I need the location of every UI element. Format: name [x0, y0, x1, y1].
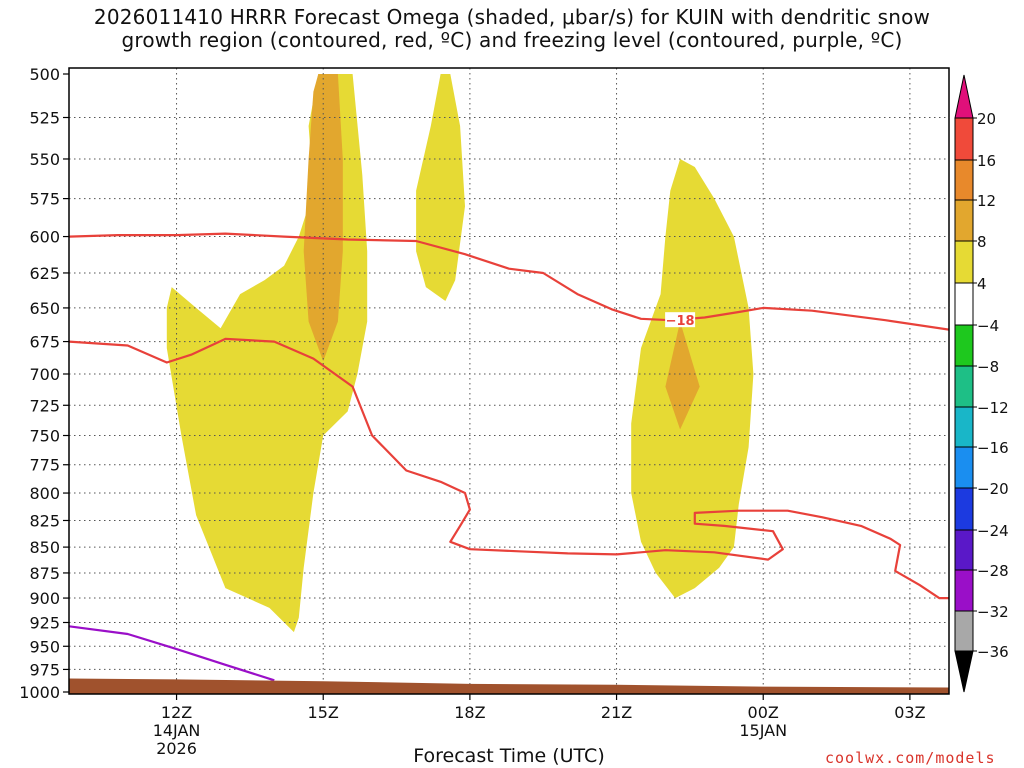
- chart-title: 2026011410 HRRR Forecast Omega (shaded, …: [0, 6, 1024, 52]
- colorbar-tick-label: 8: [977, 233, 987, 251]
- omega-orange-a: [303, 74, 343, 362]
- terrain-fill: [69, 678, 949, 694]
- x-axis-label: Forecast Time (UTC): [413, 745, 604, 767]
- colorbar-tick-label: 16: [977, 152, 996, 170]
- colorbar-tick-label: 20: [977, 110, 996, 128]
- colorbar-bin: [954, 199, 974, 242]
- colorbar-tick-label: 12: [977, 192, 996, 210]
- y-tick-label: 525: [29, 109, 60, 128]
- colorbar-tick-label: −24: [977, 522, 1009, 540]
- colorbar-tick-label: 4: [977, 275, 987, 293]
- colorbar-bin: [954, 446, 974, 489]
- colorbar-tick-label: −8: [977, 358, 999, 376]
- y-tick-label: 875: [29, 564, 60, 583]
- chart-title-line2: growth region (contoured, red, ºC) and f…: [121, 28, 903, 52]
- y-tick-label: 975: [29, 660, 60, 679]
- colorbar-bin: [954, 365, 974, 408]
- y-tick-label: 725: [29, 396, 60, 415]
- y-tick-label: 900: [29, 589, 60, 608]
- y-tick-label: 750: [29, 427, 60, 446]
- x-tick-label: 18Z: [454, 703, 485, 722]
- colorbar-bin: [954, 529, 974, 571]
- y-tick-label: 550: [29, 150, 60, 169]
- colorbar-bin: [954, 406, 974, 448]
- omega-yellow-b: [416, 74, 465, 301]
- grid-layer: [69, 68, 949, 694]
- x-tick-year: 2026: [156, 739, 197, 758]
- colorbar-tick-label: −28: [977, 562, 1009, 580]
- terrain-layer: [69, 678, 949, 694]
- y-tick-label: 1000: [19, 683, 60, 702]
- omega-orange-c: [665, 321, 700, 430]
- y-tick-label: 500: [29, 65, 60, 84]
- dgz-bottom-contour: [69, 337, 949, 600]
- colorbar-bin: [954, 159, 974, 201]
- colorbar-bin: [954, 282, 974, 326]
- colorbar-tick-label: −4: [977, 317, 999, 335]
- contour-label: −18: [666, 314, 695, 329]
- credit-text: coolwx.com/models: [825, 749, 996, 767]
- colorbar-bin: [954, 569, 974, 612]
- x-tick-label: 00Z: [748, 703, 779, 722]
- omega-shading-layer: [166, 74, 754, 633]
- x-tick-label: 15Z: [308, 703, 339, 722]
- colorbar-bin: [954, 117, 974, 161]
- colorbar-tick-label: −32: [977, 603, 1009, 621]
- colorbar-tick-label: −16: [977, 439, 1009, 457]
- colorbar-bin: [954, 610, 974, 652]
- x-tick-label: 12Z: [161, 703, 192, 722]
- dgz-top-contour: [69, 232, 949, 331]
- colorbar-bin: [954, 487, 974, 531]
- y-tick-label: 650: [29, 299, 60, 318]
- contour-layer: −18: [69, 232, 949, 682]
- y-tick-label: 775: [29, 456, 60, 475]
- y-tick-label: 700: [29, 365, 60, 384]
- x-tick-label: 21Z: [601, 703, 632, 722]
- y-tick-label: 825: [29, 511, 60, 530]
- x-tick-date: 14JAN: [153, 721, 201, 740]
- chart-title-line1: 2026011410 HRRR Forecast Omega (shaded, …: [93, 5, 931, 29]
- x-tick-date: 15JAN: [739, 721, 787, 740]
- y-tick-label: 925: [29, 613, 60, 632]
- colorbar: 20 16 12 8 4 −4 −8 −12 −16 −20 −24 −28 −32 −36: [954, 74, 1009, 693]
- contour-label-background: [665, 312, 696, 328]
- x-tick-label: 03Z: [894, 703, 925, 722]
- colorbar-bin: [954, 324, 974, 367]
- colorbar-bin-bottom-arrow: [954, 650, 974, 693]
- y-tick-label: 675: [29, 333, 60, 352]
- colorbar-tick-label: −12: [977, 399, 1009, 417]
- colorbar-bin-top-arrow: [954, 74, 974, 119]
- y-axis-ticks: 500 525 550 575 600 625 650 675 700 725 750 775 800 8…: [19, 65, 69, 702]
- colorbar-tick-label: −20: [977, 480, 1009, 498]
- plot-frame: [68, 67, 950, 695]
- colorbar-bin: [954, 240, 974, 284]
- y-tick-label: 850: [29, 538, 60, 557]
- y-tick-label: 600: [29, 228, 60, 247]
- y-tick-label: 950: [29, 637, 60, 656]
- y-tick-label: 800: [29, 484, 60, 503]
- freezing-level-contour: [69, 625, 275, 682]
- colorbar-tick-label: −36: [977, 643, 1009, 661]
- y-tick-label: 575: [29, 190, 60, 209]
- y-tick-label: 625: [29, 264, 60, 283]
